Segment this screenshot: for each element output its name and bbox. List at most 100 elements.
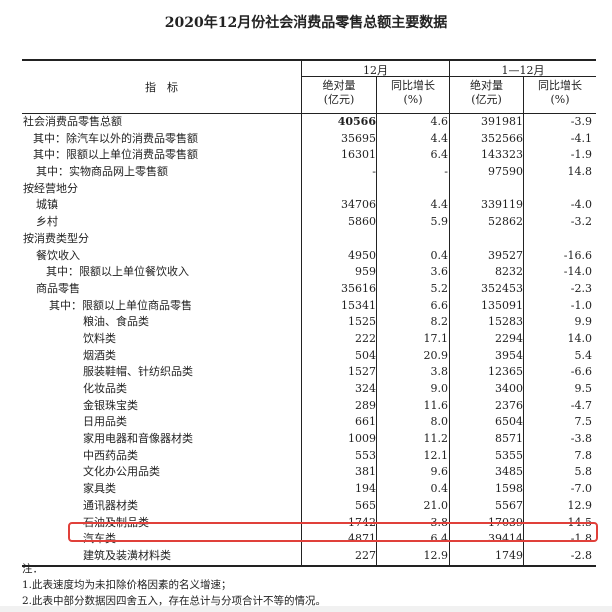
row-label: 服装鞋帽、针纺织品类 [83, 365, 193, 379]
cell-value: -2.8 [570, 548, 592, 562]
cell-value: -4.1 [570, 131, 592, 145]
cell-value: 135091 [481, 298, 523, 312]
cell-value: 1749 [495, 548, 523, 562]
notes-heading: 注： [22, 563, 43, 575]
cell-value: 381 [355, 465, 376, 479]
cell-value: -6.6 [570, 365, 592, 379]
cell-value: 2376 [495, 398, 523, 412]
cell-value: 12.9 [567, 498, 593, 512]
row-label: 金银珠宝类 [83, 398, 138, 412]
cell-value: 12365 [488, 365, 523, 379]
cell-value: 3.6 [430, 265, 449, 279]
cell-value: 9.0 [430, 382, 449, 395]
table-row: 服装鞋帽、针纺织品类 1527 3.8 12365 -6.6 [22, 364, 596, 381]
cell-value: 14.8 [567, 165, 593, 179]
cell-value: - [444, 165, 448, 179]
cell-value: -4.7 [570, 398, 592, 412]
row-label: 其中：实物商品网上零售额 [36, 165, 168, 179]
row-label: 文化办公用品类 [83, 465, 160, 479]
table-row: 家用电器和音像器材类 1009 11.2 8571 -3.8 [22, 431, 596, 448]
row-label: 其中：限额以上单位餐饮收入 [46, 265, 189, 279]
cell-value: 1009 [348, 432, 376, 446]
row-label: 城镇 [36, 198, 58, 212]
note-2: 2.此表中部分数据因四舍五入，存在总计与分项合计不等的情况。 [22, 595, 327, 607]
cell-value: -4.0 [570, 198, 592, 212]
cell-value: 6.6 [430, 298, 449, 312]
cell-value: 1525 [348, 315, 376, 329]
cell-value: 35695 [341, 131, 376, 145]
cell-value: 3485 [495, 465, 523, 479]
row-label: 家具类 [83, 482, 116, 496]
table-row: 烟酒类 504 20.9 3954 5.4 [22, 348, 596, 365]
cell-value: 17.1 [423, 331, 449, 345]
row-label: 饮料类 [83, 331, 116, 345]
cell-value: 0.4 [430, 482, 449, 496]
cell-value: 6504 [495, 415, 523, 429]
cell-value: 8232 [495, 265, 523, 279]
cell-value: -3.2 [570, 215, 592, 229]
cell-value: 34706 [341, 198, 376, 212]
cell-value: 7.5 [574, 415, 593, 429]
cell-value: 661 [355, 415, 376, 429]
table-row: 其中：限额以上单位商品零售 15341 6.6 135091 -1.0 [22, 298, 596, 315]
cell-value: 1598 [495, 482, 523, 496]
table-row: 化妆品类 324 9.0 3400 9.5 [22, 381, 596, 398]
cell-value: -2.3 [570, 281, 592, 295]
table-row: 按消费类型分 [22, 231, 596, 248]
cell-value: 9.5 [574, 382, 593, 395]
cell-value: -1.0 [570, 298, 592, 312]
table-row: 饮料类 222 17.1 2294 14.0 [22, 331, 596, 348]
cell-value: 5355 [495, 448, 523, 462]
row-label: 日用品类 [83, 415, 127, 429]
cell-value: 2294 [495, 331, 523, 345]
table-row: 商品零售 35616 5.2 352453 -2.3 [22, 281, 596, 298]
row-label: 烟酒类 [83, 348, 116, 362]
table-row: 社会消费品零售总额 40566 4.6 391981 -3.9 [22, 114, 596, 131]
cell-value: 4950 [348, 248, 376, 262]
cell-value: -3.8 [570, 432, 592, 446]
cell-value: 352453 [481, 281, 523, 295]
data-table: 指 标 12月 1—12月 绝对量 (亿元) 同比增长 (%) 绝对量 (亿元) 同比… [22, 59, 596, 567]
cell-value: 3954 [495, 348, 523, 362]
cell-value: 15283 [488, 315, 523, 329]
cell-value: 11.2 [423, 432, 449, 446]
row-label: 粮油、食品类 [83, 315, 149, 329]
cell-value: 5.8 [574, 465, 593, 479]
cell-value: 52862 [488, 215, 523, 229]
row-label: 其中：除汽车以外的消费品零售额 [33, 131, 198, 145]
header-yoy-2: 同比增长 (%) [538, 79, 582, 106]
table-row: 粮油、食品类 1525 8.2 15283 9.9 [22, 314, 596, 331]
cell-value: 565 [355, 498, 376, 512]
table-row: 文化办公用品类 381 9.6 3485 5.8 [22, 464, 596, 481]
row-label: 家用电器和音像器材类 [83, 432, 193, 446]
header-abs-1: 绝对量 (亿元) [322, 79, 356, 106]
table-row: 城镇 34706 4.4 339119 -4.0 [22, 197, 596, 214]
cell-value: 20.9 [423, 348, 449, 362]
table-row: 中西药品类 553 12.1 5355 7.8 [22, 448, 596, 465]
cell-value: -16.6 [563, 248, 592, 262]
cell-value: 4.6 [430, 115, 449, 128]
table-row: 其中：除汽车以外的消费品零售额 35695 4.4 352566 -4.1 [22, 131, 596, 148]
highlight-box [68, 522, 598, 542]
notes: 注： 1.此表速度均为未扣除价格因素的名义增速； 2.此表中部分数据因四舍五入，… [22, 561, 326, 609]
cell-value: 5.4 [574, 348, 593, 362]
cell-value: 959 [355, 265, 376, 279]
header-abs-2: 绝对量 (亿元) [470, 79, 503, 106]
note-1: 1.此表速度均为未扣除价格因素的名义增速； [22, 579, 232, 591]
cell-value: -7.0 [570, 482, 592, 496]
row-label: 按经营地分 [23, 181, 78, 195]
cell-value: 9.6 [430, 465, 449, 479]
divider [449, 61, 450, 565]
cell-value: 40566 [337, 115, 376, 128]
table-row: 其中：实物商品网上零售额 - - 97590 14.8 [22, 164, 596, 181]
cell-value: 504 [355, 348, 376, 362]
row-label: 建筑及装潢材料类 [83, 548, 171, 562]
cell-value: 194 [355, 482, 376, 496]
cell-value: 3.8 [430, 365, 449, 379]
header-december: 12月 [363, 64, 388, 77]
cell-value: 5.9 [430, 215, 449, 229]
table-row: 乡村 5860 5.9 52862 -3.2 [22, 214, 596, 231]
header-yoy-1: 同比增长 (%) [391, 79, 435, 106]
row-label: 按消费类型分 [23, 231, 89, 245]
cell-value: 5567 [495, 498, 523, 512]
